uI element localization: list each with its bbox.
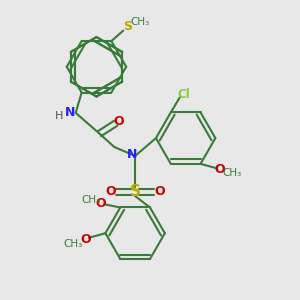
Text: O: O	[96, 196, 106, 209]
Text: H: H	[55, 111, 64, 121]
Text: CH₃: CH₃	[81, 195, 100, 205]
Text: CH₃: CH₃	[222, 168, 242, 178]
Text: CH₃: CH₃	[64, 238, 83, 249]
Text: S: S	[130, 184, 141, 199]
Text: O: O	[113, 115, 124, 128]
Text: N: N	[64, 106, 75, 119]
Text: O: O	[214, 163, 225, 176]
Text: O: O	[106, 185, 116, 198]
Text: O: O	[80, 233, 91, 246]
Text: O: O	[154, 185, 165, 198]
Text: Cl: Cl	[178, 88, 190, 101]
Text: N: N	[127, 148, 137, 161]
Text: S: S	[123, 20, 132, 33]
Text: CH₃: CH₃	[130, 17, 149, 27]
